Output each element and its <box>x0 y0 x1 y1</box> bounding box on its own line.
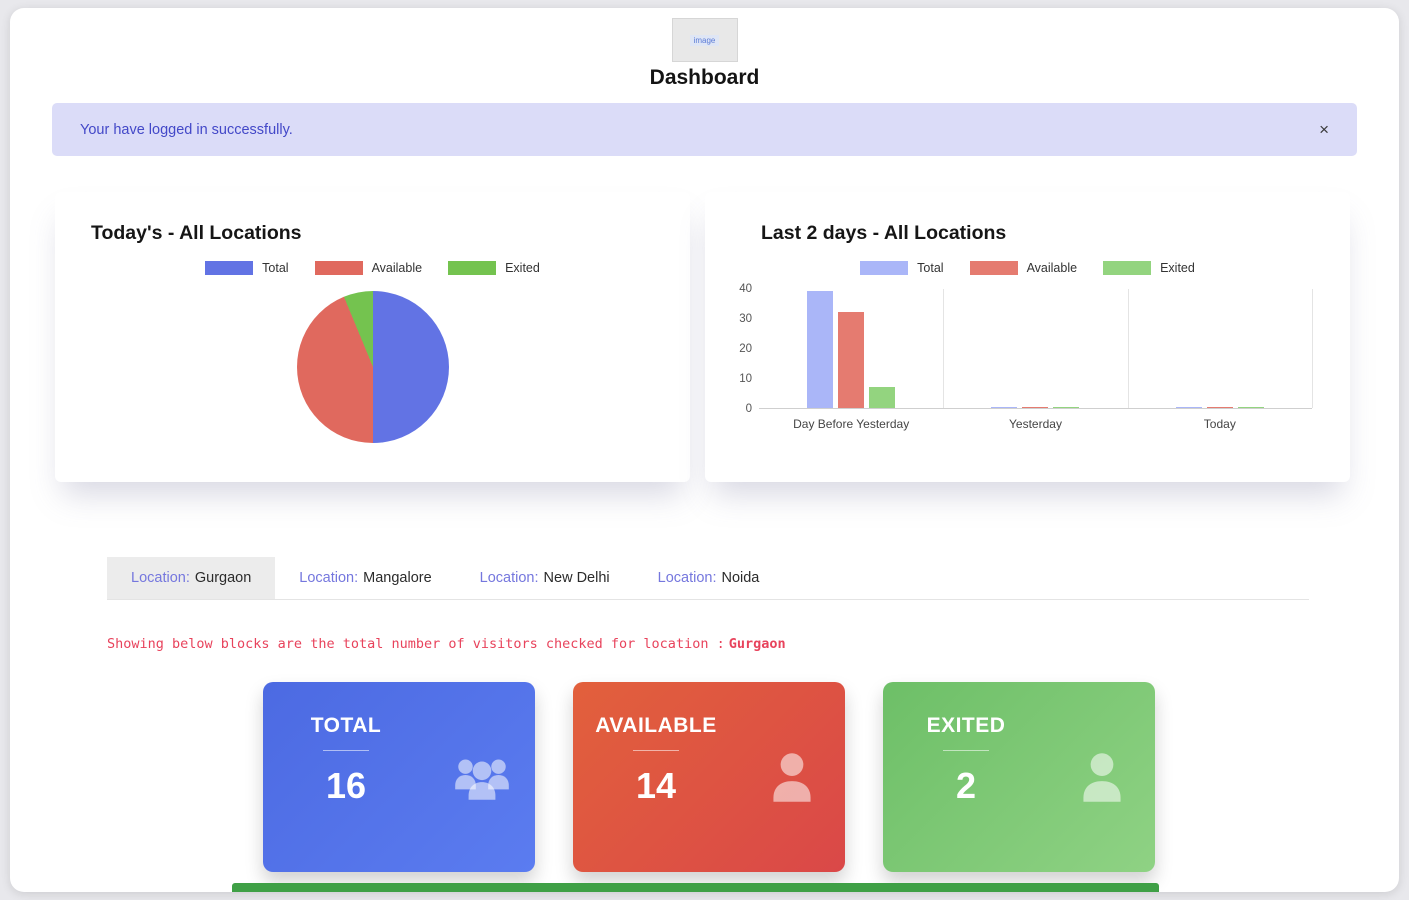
y-axis-tick: 20 <box>739 343 752 355</box>
bar-group <box>1128 289 1312 408</box>
bar-available <box>838 312 865 408</box>
tab-prefix: Location: <box>479 570 539 586</box>
gridline <box>943 289 945 408</box>
stat-card-label: EXITED <box>926 714 1006 737</box>
y-axis-tick: 0 <box>745 403 752 415</box>
bar-group <box>943 289 1127 408</box>
page-title: Dashboard <box>649 66 760 89</box>
y-axis-tick: 40 <box>739 283 752 295</box>
person-icon <box>1049 682 1155 872</box>
alert-message: Your have logged in successfully. <box>80 121 293 138</box>
stat-card-total: TOTAL 16 <box>263 682 535 872</box>
tab-location-new-delhi[interactable]: Location: New Delhi <box>456 557 634 599</box>
tab-city: Gurgaon <box>194 570 252 586</box>
logo-image: image <box>671 18 738 62</box>
bar-group <box>759 289 943 408</box>
legend-item: Total <box>205 261 289 275</box>
close-icon[interactable]: × <box>1319 120 1329 139</box>
legend-label: Available <box>1026 261 1078 275</box>
legend-label: Exited <box>505 261 540 275</box>
legend-swatch <box>314 261 363 275</box>
legend-label: Total <box>262 261 289 275</box>
y-axis-tick: 10 <box>739 373 752 385</box>
pie-chart-title: Today's - All Locations <box>91 222 302 244</box>
bar-exited <box>1053 406 1080 408</box>
location-notice: Showing below blocks are the total numbe… <box>107 636 1399 652</box>
tab-location-noida[interactable]: Location: Noida <box>634 557 784 599</box>
notice-text: Showing below blocks are the total numbe… <box>107 636 725 652</box>
bar-total <box>991 406 1018 408</box>
tab-city: Noida <box>721 570 760 586</box>
legend-swatch <box>205 261 254 275</box>
table-header-strip <box>232 883 1159 892</box>
bar-groups <box>759 289 1312 408</box>
y-axis-tick: 30 <box>739 313 752 325</box>
person-icon <box>739 682 845 872</box>
tab-location-gurgaon[interactable]: Location: Gurgaon <box>107 557 276 599</box>
legend-item: Available <box>314 261 423 275</box>
tab-prefix: Location: <box>657 570 717 586</box>
bar-available <box>1206 406 1233 408</box>
stat-cards-row: TOTAL 16 AVAILABLE 14 <box>263 682 1399 872</box>
legend-swatch <box>1103 261 1152 275</box>
stat-card-value: 16 <box>325 765 367 806</box>
legend-item: Exited <box>1103 261 1195 275</box>
legend-label: Total <box>917 261 944 275</box>
tab-city: New Delhi <box>543 570 610 586</box>
stat-card-value: 2 <box>955 765 977 806</box>
legend-swatch <box>448 261 497 275</box>
legend-item: Total <box>860 261 944 275</box>
tab-city: Mangalore <box>363 570 432 586</box>
x-axis-label: Yesterday <box>1009 417 1062 431</box>
bar-chart-plot <box>759 289 1313 409</box>
people-icon <box>429 682 535 872</box>
legend-label: Exited <box>1160 261 1195 275</box>
bar-total <box>1175 406 1202 408</box>
bar-chart-y-axis: 0 10 20 30 40 <box>731 283 759 415</box>
location-tabs: Location: Gurgaon Location: Mangalore Loca… <box>107 557 1309 600</box>
divider <box>943 750 989 751</box>
todays-pie-chart-card: Today's - All Locations Total Available Ex… <box>55 192 690 482</box>
header: image Dashboard <box>10 8 1399 90</box>
x-axis-label: Day Before Yesterday <box>793 417 910 431</box>
legend-swatch <box>969 261 1018 275</box>
bar-exited <box>1237 406 1264 408</box>
charts-row: Today's - All Locations Total Available Ex… <box>10 192 1399 482</box>
logo-alt-text: image <box>689 34 720 46</box>
tab-prefix: Location: <box>299 570 359 586</box>
x-axis-label: Today <box>1203 417 1236 431</box>
stat-card-label: TOTAL <box>310 714 382 737</box>
tab-prefix: Location: <box>131 570 190 586</box>
gridline <box>1127 289 1129 408</box>
bar-chart: 0 10 20 30 40 <box>705 275 1350 415</box>
legend-label: Available <box>371 261 423 275</box>
divider <box>633 750 679 751</box>
login-success-alert: Your have logged in successfully. × <box>52 103 1357 156</box>
bar-chart-title: Last 2 days - All Locations <box>761 222 1007 244</box>
divider <box>323 750 369 751</box>
tab-location-mangalore[interactable]: Location: Mangalore <box>275 557 455 599</box>
last-2-days-bar-chart-card: Last 2 days - All Locations Total Availab… <box>705 192 1350 482</box>
gridline <box>1312 289 1313 408</box>
pie-chart-legend: Total Available Exited <box>55 261 690 275</box>
dashboard-page: image Dashboard Your have logged in succ… <box>10 8 1399 892</box>
bar-total <box>807 291 834 408</box>
legend-swatch <box>860 261 909 275</box>
bar-exited <box>869 387 896 408</box>
notice-location-name: Gurgaon <box>728 636 786 652</box>
stat-card-exited: EXITED 2 <box>883 682 1155 872</box>
legend-item: Exited <box>448 261 540 275</box>
stat-card-value: 14 <box>635 765 677 806</box>
legend-item: Available <box>969 261 1078 275</box>
stat-card-label: AVAILABLE <box>595 714 717 737</box>
stat-card-available: AVAILABLE 14 <box>573 682 845 872</box>
bar-chart-x-axis: Day Before Yesterday Yesterday Today <box>759 417 1312 431</box>
bar-available <box>1022 406 1049 408</box>
pie-chart <box>296 291 449 443</box>
bar-chart-legend: Total Available Exited <box>705 261 1350 275</box>
